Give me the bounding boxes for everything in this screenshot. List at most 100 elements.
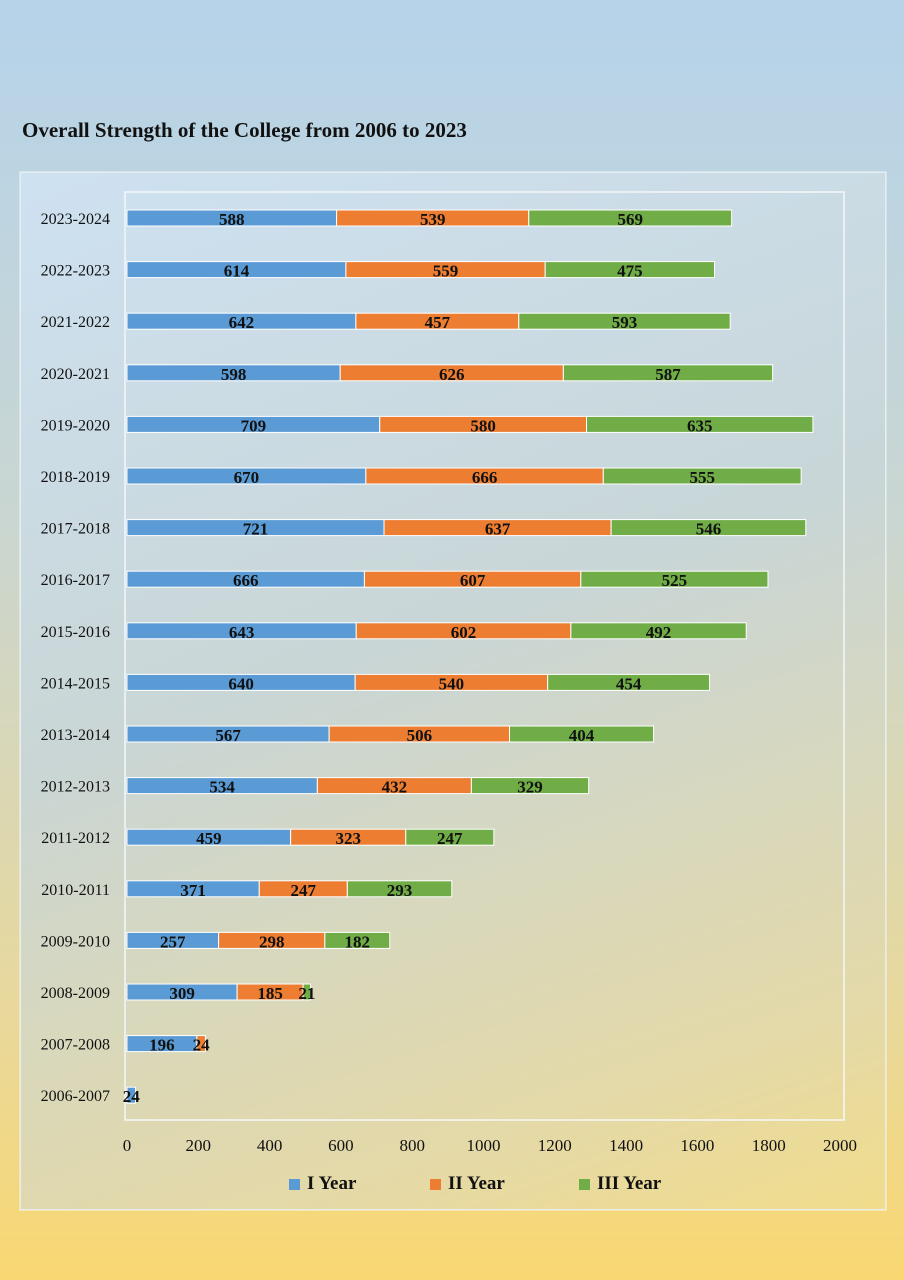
category-label-2023-2024: 2023-2024 <box>41 211 110 228</box>
bar-2009-2010-iii-year <box>324 931 391 949</box>
data-label-2011-2012-i-year: 459 <box>196 829 222 848</box>
data-label-2007-2008-i-year: 196 <box>149 1036 175 1055</box>
data-label-2009-2010-iii-year: 182 <box>345 932 371 951</box>
legend-item-iii-year: III Year <box>579 1173 662 1194</box>
category-label-2008-2009: 2008-2009 <box>41 985 110 1002</box>
data-label-2022-2023-i-year: 614 <box>224 262 250 281</box>
data-label-2012-2013-i-year: 534 <box>209 778 235 797</box>
value-axis: 0 200 400 600 800 1000 1200 1400 1600 1800 2000 <box>123 1136 857 1155</box>
data-label-2018-2019-i-year: 670 <box>234 468 260 487</box>
data-label-2011-2012-ii-year: 323 <box>335 829 361 848</box>
data-label-2014-2015-iii-year: 454 <box>616 674 642 693</box>
data-label-2006-2007-i-year: 24 <box>123 1087 141 1106</box>
data-label-2007-2008-ii-year: 24 <box>193 1036 211 1055</box>
data-label-2018-2019-iii-year: 555 <box>689 468 715 487</box>
x-tick-label-600: 600 <box>328 1136 354 1155</box>
bar-2020-2021-iii-year <box>562 364 774 382</box>
legend-label-iii-year: III Year <box>597 1173 662 1194</box>
bar-2013-2014-iii-year <box>509 725 655 743</box>
x-tick-label-1400: 1400 <box>609 1136 643 1155</box>
data-label-2017-2018-i-year: 721 <box>243 520 269 539</box>
legend-swatch-i-year <box>289 1178 300 1190</box>
data-label-2021-2022-ii-year: 457 <box>425 313 451 332</box>
bars-layer: 588 539 569 614 559 475 642 457 593 598 626 587 709 5… <box>123 209 814 1106</box>
legend-item-ii-year: II Year <box>430 1173 505 1194</box>
bar-2017-2018-iii-year <box>610 519 807 537</box>
data-label-2018-2019-ii-year: 666 <box>472 468 498 487</box>
category-label-2017-2018: 2017-2018 <box>41 521 110 538</box>
bar-2006-2007-i-year <box>126 1086 137 1104</box>
legend-item-i-year: I Year <box>289 1173 357 1194</box>
x-tick-label-0: 0 <box>123 1136 132 1155</box>
bar-2022-2023-iii-year <box>544 261 716 279</box>
plot-area <box>124 191 845 1121</box>
category-label-2011-2012: 2011-2012 <box>41 830 110 847</box>
x-tick-label-800: 800 <box>399 1136 425 1155</box>
chart-title: Overall Strength of the College from 200… <box>22 118 467 142</box>
data-label-2016-2017-ii-year: 607 <box>460 571 486 590</box>
data-label-2008-2009-ii-year: 185 <box>257 984 283 1003</box>
data-label-2009-2010-ii-year: 298 <box>259 932 285 951</box>
data-label-2021-2022-i-year: 642 <box>229 313 255 332</box>
data-label-2012-2013-ii-year: 432 <box>382 778 408 797</box>
data-label-2023-2024-i-year: 588 <box>219 210 245 229</box>
data-label-2023-2024-iii-year: 569 <box>617 210 643 229</box>
category-label-2006-2007: 2006-2007 <box>41 1088 110 1105</box>
category-label-2012-2013: 2012-2013 <box>41 779 110 796</box>
data-label-2015-2016-i-year: 643 <box>229 623 255 642</box>
data-label-2014-2015-ii-year: 540 <box>439 674 465 693</box>
category-label-2021-2022: 2021-2022 <box>41 314 110 331</box>
data-label-2008-2009-i-year: 309 <box>169 984 195 1003</box>
category-axis: 2023-2024 2022-2023 2021-2022 2020-2021 2019… <box>41 211 110 1105</box>
category-label-2014-2015: 2014-2015 <box>41 675 110 692</box>
category-label-2019-2020: 2019-2020 <box>41 417 110 434</box>
category-label-2009-2010: 2009-2010 <box>41 933 110 950</box>
data-label-2010-2011-i-year: 371 <box>180 881 206 900</box>
data-label-2022-2023-iii-year: 475 <box>617 262 643 281</box>
data-label-2021-2022-iii-year: 593 <box>612 313 638 332</box>
data-label-2016-2017-iii-year: 525 <box>662 571 688 590</box>
legend-swatch-iii-year <box>579 1178 590 1190</box>
category-label-2016-2017: 2016-2017 <box>41 572 110 589</box>
bar-2010-2011-iii-year <box>346 880 453 898</box>
data-label-2010-2011-iii-year: 293 <box>387 881 413 900</box>
category-label-2020-2021: 2020-2021 <box>41 366 110 383</box>
bar-2015-2016-iii-year <box>570 622 747 640</box>
data-label-2016-2017-i-year: 666 <box>233 571 259 590</box>
bar-2014-2015-iii-year <box>547 673 711 691</box>
data-label-2011-2012-iii-year: 247 <box>437 829 463 848</box>
data-label-2020-2021-iii-year: 587 <box>655 365 681 384</box>
category-label-2018-2019: 2018-2019 <box>41 469 110 486</box>
data-label-2023-2024-ii-year: 539 <box>420 210 446 229</box>
category-label-2022-2023: 2022-2023 <box>41 263 110 280</box>
x-tick-label-2000: 2000 <box>823 1136 857 1155</box>
data-label-2008-2009-iii-year: 21 <box>298 984 315 1003</box>
data-label-2013-2014-iii-year: 404 <box>569 726 595 745</box>
x-tick-label-200: 200 <box>186 1136 212 1155</box>
legend-label-ii-year: II Year <box>448 1173 505 1194</box>
legend-swatch-ii-year <box>430 1178 441 1190</box>
data-label-2013-2014-i-year: 567 <box>215 726 241 745</box>
data-label-2019-2020-iii-year: 635 <box>687 416 713 435</box>
x-tick-label-1200: 1200 <box>538 1136 572 1155</box>
data-label-2013-2014-ii-year: 506 <box>407 726 433 745</box>
data-label-2015-2016-iii-year: 492 <box>646 623 672 642</box>
x-tick-label-400: 400 <box>257 1136 283 1155</box>
data-label-2017-2018-iii-year: 546 <box>696 520 722 539</box>
data-label-2020-2021-ii-year: 626 <box>439 365 465 384</box>
bar-2016-2017-iii-year <box>580 570 769 588</box>
legend-label-i-year: I Year <box>307 1173 357 1194</box>
bar-2018-2019-iii-year <box>602 467 802 485</box>
data-label-2010-2011-ii-year: 247 <box>291 881 317 900</box>
bar-2012-2013-iii-year <box>470 777 590 795</box>
category-label-2007-2008: 2007-2008 <box>41 1037 110 1054</box>
data-label-2020-2021-i-year: 598 <box>221 365 247 384</box>
data-label-2022-2023-ii-year: 559 <box>433 262 459 281</box>
category-label-2015-2016: 2015-2016 <box>41 624 110 641</box>
bar-2019-2020-iii-year <box>586 415 814 433</box>
bar-2023-2024-iii-year <box>528 209 733 227</box>
data-label-2019-2020-i-year: 709 <box>241 416 267 435</box>
bar-2007-2008-ii-year <box>196 1035 206 1053</box>
bar-2021-2022-iii-year <box>518 312 731 330</box>
